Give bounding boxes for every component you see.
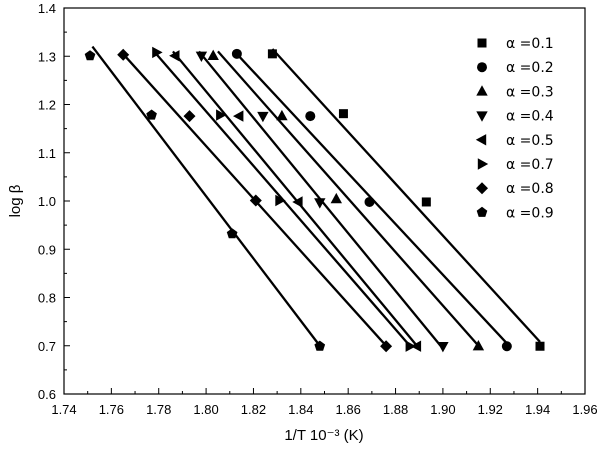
y-tick-label: 1.3 — [38, 49, 56, 64]
legend-label: α =0.4 — [506, 109, 554, 125]
data-point-series-3 — [472, 340, 485, 351]
data-points — [84, 46, 545, 353]
x-tick-label: 1.76 — [99, 402, 124, 417]
data-point-series-2 — [231, 48, 242, 59]
legend-marker-series-7 — [476, 182, 488, 195]
legend: α =0.1 α =0.2 α =0.3 α =0.4 α =0.5 α =0.7 α =0… — [475, 36, 554, 221]
data-point-series-1 — [267, 49, 277, 59]
data-point-series-4 — [195, 51, 208, 62]
x-tick-label: 1.94 — [525, 402, 550, 417]
y-tick-label: 0.8 — [38, 291, 56, 306]
fit-line-series-1 — [271, 48, 541, 343]
data-point-series-1 — [421, 197, 431, 207]
x-tick-label: 1.88 — [383, 402, 408, 417]
data-point-series-5 — [292, 196, 303, 208]
data-point-series-4 — [437, 342, 449, 353]
data-point-series-8 — [226, 228, 238, 239]
data-point-series-7 — [380, 340, 393, 353]
data-point-series-8 — [84, 50, 96, 61]
y-tick-label: 1.1 — [38, 146, 56, 161]
data-point-series-6 — [216, 109, 227, 121]
data-point-series-7 — [117, 48, 130, 61]
y-tick-label: 1.0 — [38, 194, 56, 209]
legend-marker-series-4 — [476, 111, 488, 122]
x-tick-label: 1.84 — [288, 402, 313, 417]
legend-marker-series-2 — [477, 62, 487, 73]
legend-marker-series-1 — [477, 38, 487, 48]
x-axis-ticks: 1.74 1.76 1.78 1.80 1.82 1.84 1.86 1.88 1.90 1.92… — [51, 388, 598, 417]
legend-marker-series-5 — [475, 134, 487, 146]
x-tick-label: 1.92 — [478, 402, 503, 417]
data-point-series-4 — [314, 198, 326, 209]
data-point-series-6 — [152, 46, 163, 59]
x-tick-label: 1.86 — [336, 402, 361, 417]
y-axis-title: log β — [7, 184, 24, 217]
data-point-series-8 — [314, 340, 326, 351]
y-tick-label: 1.4 — [38, 1, 56, 16]
data-point-series-5 — [233, 110, 244, 122]
data-point-series-1 — [535, 341, 545, 351]
x-tick-label: 1.74 — [51, 402, 76, 417]
legend-label: α =0.7 — [506, 157, 554, 173]
data-point-series-6 — [405, 340, 416, 352]
data-point-series-2 — [364, 196, 375, 207]
x-tick-label: 1.96 — [572, 402, 597, 417]
data-point-series-8 — [146, 109, 157, 120]
legend-label: α =0.5 — [506, 133, 554, 149]
data-point-series-7 — [249, 194, 262, 207]
fit-line-series-5 — [172, 50, 418, 347]
legend-label: α =0.9 — [506, 205, 554, 221]
legend-label: α =0.2 — [506, 60, 554, 76]
data-point-series-6 — [275, 194, 286, 207]
legend-label: α =0.3 — [506, 84, 554, 100]
legend-label: α =0.8 — [506, 181, 554, 197]
data-point-series-2 — [305, 111, 316, 122]
x-tick-label: 1.82 — [241, 402, 266, 417]
x-tick-label: 1.80 — [193, 402, 218, 417]
legend-marker-series-3 — [476, 85, 488, 96]
legend-label: α =0.1 — [506, 36, 554, 52]
x-axis-title: 1/T 10⁻³ (K) — [284, 427, 363, 444]
data-point-series-7 — [183, 110, 196, 123]
x-tick-label: 1.90 — [430, 402, 455, 417]
fit-line-series-3 — [217, 50, 480, 347]
x-tick-label: 1.78 — [146, 402, 171, 417]
data-point-series-3 — [330, 192, 342, 204]
fit-lines — [91, 45, 541, 347]
y-tick-label: 1.2 — [38, 98, 56, 113]
data-point-series-3 — [207, 49, 219, 60]
y-tick-label: 0.6 — [38, 387, 56, 402]
y-axis-ticks: 0.6 0.7 0.8 0.9 1.0 1.1 1.2 1.3 1.4 — [38, 1, 70, 402]
data-point-series-1 — [338, 109, 348, 119]
data-point-series-5 — [169, 50, 180, 62]
data-point-series-2 — [501, 341, 512, 352]
y-tick-label: 0.7 — [38, 339, 56, 354]
data-point-series-4 — [257, 111, 269, 123]
data-point-series-3 — [276, 109, 288, 121]
y-tick-label: 0.9 — [38, 242, 56, 257]
legend-marker-series-6 — [477, 158, 489, 170]
fit-line-series-8 — [91, 45, 321, 347]
legend-marker-series-8 — [476, 206, 488, 217]
